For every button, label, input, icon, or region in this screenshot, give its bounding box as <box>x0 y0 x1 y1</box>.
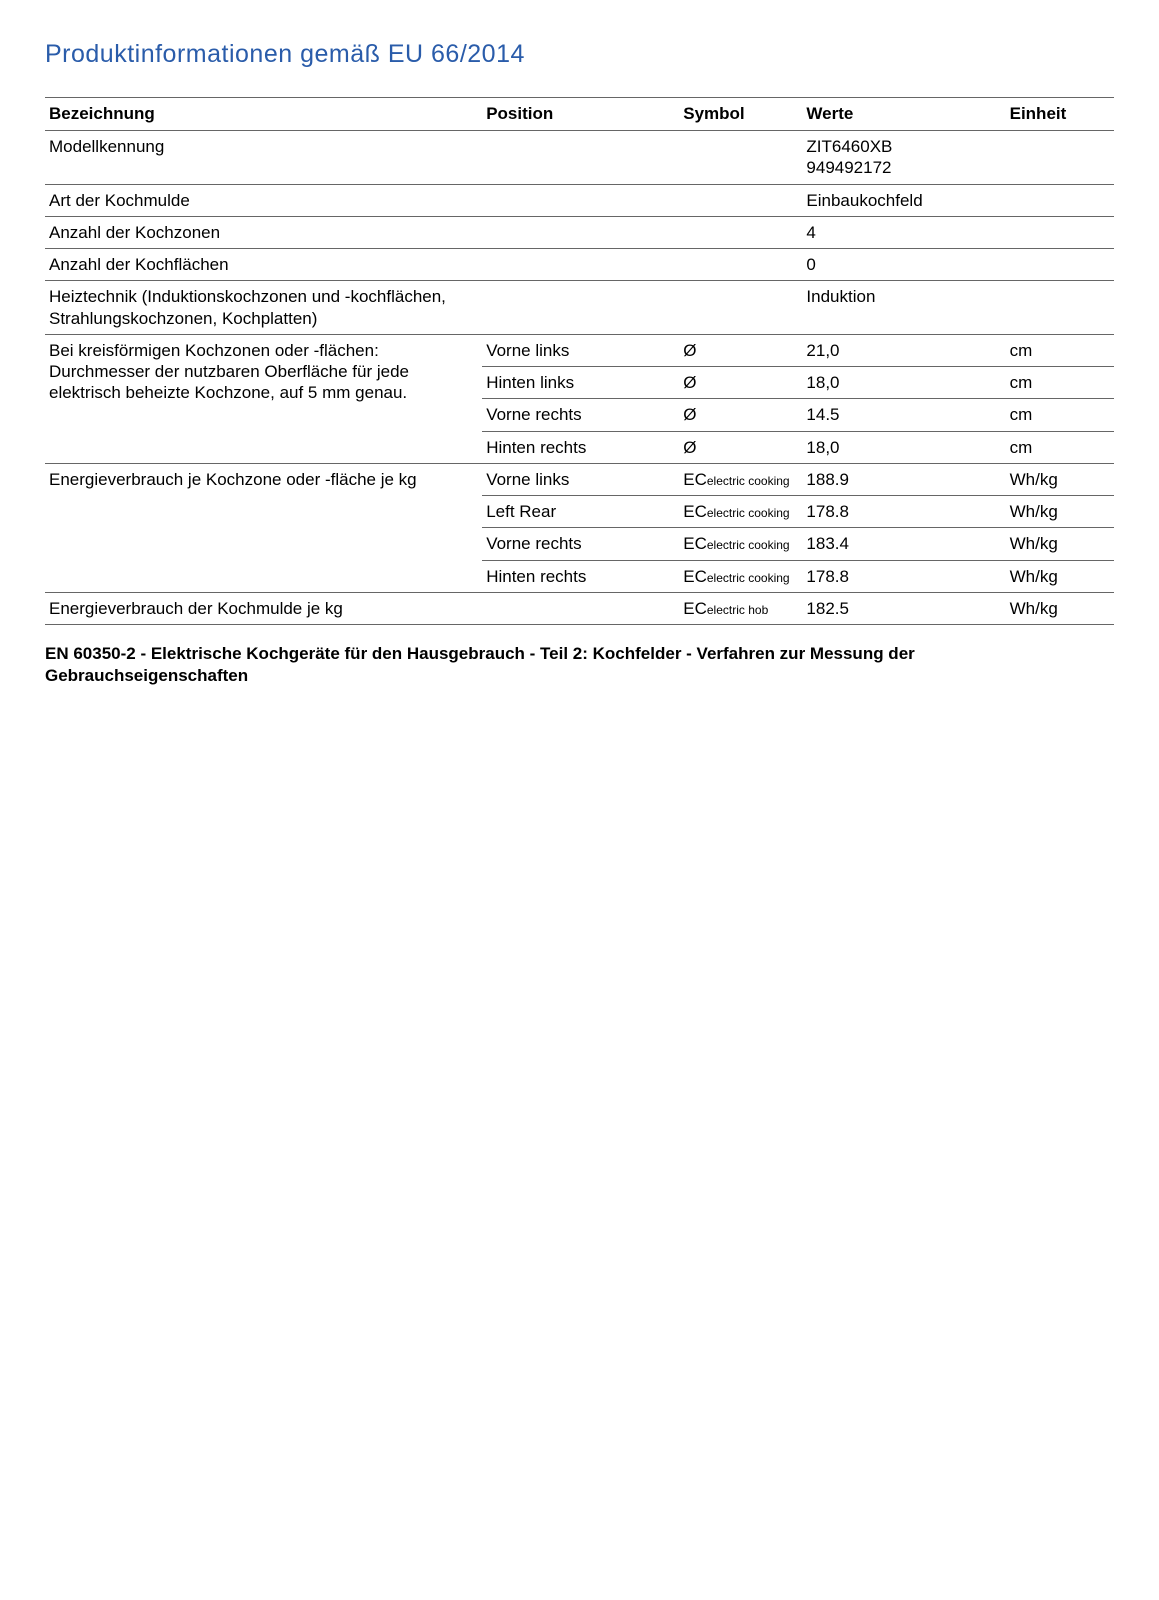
table-row: Anzahl der Kochflächen 0 <box>45 249 1114 281</box>
cell-position: Left Rear <box>482 496 679 528</box>
table-row: Anzahl der Kochzonen 4 <box>45 216 1114 248</box>
cell-werte: Induktion <box>802 281 1005 335</box>
symbol-main: EC <box>683 567 707 586</box>
cell-symbol: Ø <box>679 431 802 463</box>
cell-symbol <box>679 131 802 185</box>
cell-einheit: cm <box>1006 367 1114 399</box>
cell-position: Vorne rechts <box>482 399 679 431</box>
cell-position <box>482 249 679 281</box>
cell-symbol: Ø <box>679 334 802 366</box>
symbol-sub: electric cooking <box>707 506 790 520</box>
symbol-sub: electric cooking <box>707 538 790 552</box>
cell-bezeichnung: Modellkennung <box>45 131 482 185</box>
cell-symbol: ECelectric cooking <box>679 528 802 560</box>
cell-werte: 178.8 <box>802 496 1005 528</box>
cell-position: Vorne links <box>482 334 679 366</box>
cell-einheit <box>1006 216 1114 248</box>
cell-bezeichnung: Anzahl der Kochflächen <box>45 249 482 281</box>
cell-einheit <box>1006 281 1114 335</box>
cell-position <box>482 281 679 335</box>
table-row: Modellkennung ZIT6460XB 949492172 <box>45 131 1114 185</box>
cell-werte: 188.9 <box>802 463 1005 495</box>
cell-werte: Einbaukochfeld <box>802 184 1005 216</box>
cell-einheit: Wh/kg <box>1006 592 1114 624</box>
table-row: Energieverbrauch der Kochmulde je kg ECe… <box>45 592 1114 624</box>
cell-symbol <box>679 216 802 248</box>
cell-einheit: Wh/kg <box>1006 528 1114 560</box>
cell-einheit: Wh/kg <box>1006 560 1114 592</box>
spec-table: Bezeichnung Position Symbol Werte Einhei… <box>45 97 1114 625</box>
cell-werte: 18,0 <box>802 367 1005 399</box>
cell-symbol <box>679 281 802 335</box>
header-bezeichnung: Bezeichnung <box>45 98 482 131</box>
symbol-sub: electric cooking <box>707 571 790 585</box>
cell-werte: 182.5 <box>802 592 1005 624</box>
symbol-main: EC <box>683 470 707 489</box>
cell-werte: 4 <box>802 216 1005 248</box>
cell-einheit: Wh/kg <box>1006 463 1114 495</box>
cell-einheit: cm <box>1006 399 1114 431</box>
cell-position: Vorne rechts <box>482 528 679 560</box>
cell-werte: ZIT6460XB 949492172 <box>802 131 1005 185</box>
cell-symbol: ECelectric cooking <box>679 463 802 495</box>
symbol-sub: electric cooking <box>707 474 790 488</box>
cell-bezeichnung: Anzahl der Kochzonen <box>45 216 482 248</box>
cell-position: Vorne links <box>482 463 679 495</box>
value-line: ZIT6460XB <box>806 137 892 156</box>
cell-werte: 14.5 <box>802 399 1005 431</box>
cell-einheit <box>1006 249 1114 281</box>
cell-einheit: cm <box>1006 334 1114 366</box>
cell-einheit: cm <box>1006 431 1114 463</box>
cell-werte: 18,0 <box>802 431 1005 463</box>
cell-position: Hinten rechts <box>482 431 679 463</box>
cell-symbol <box>679 184 802 216</box>
cell-einheit <box>1006 184 1114 216</box>
cell-position <box>482 216 679 248</box>
cell-bezeichnung: Energieverbrauch der Kochmulde je kg <box>45 592 482 624</box>
table-row: Art der Kochmulde Einbaukochfeld <box>45 184 1114 216</box>
cell-bezeichnung: Heiztechnik (Induktionskochzonen und -ko… <box>45 281 482 335</box>
cell-symbol <box>679 249 802 281</box>
cell-bezeichnung: Art der Kochmulde <box>45 184 482 216</box>
header-position: Position <box>482 98 679 131</box>
page-title: Produktinformationen gemäß EU 66/2014 <box>45 40 1114 69</box>
cell-bezeichnung: Energieverbrauch je Kochzone oder -fläch… <box>45 463 482 592</box>
header-werte: Werte <box>802 98 1005 131</box>
cell-einheit: Wh/kg <box>1006 496 1114 528</box>
cell-werte: 21,0 <box>802 334 1005 366</box>
value-line: 949492172 <box>806 158 891 177</box>
cell-werte: 183.4 <box>802 528 1005 560</box>
cell-werte: 0 <box>802 249 1005 281</box>
table-row: Heiztechnik (Induktionskochzonen und -ko… <box>45 281 1114 335</box>
symbol-sub: electric hob <box>707 603 768 617</box>
cell-werte: 178.8 <box>802 560 1005 592</box>
cell-symbol: Ø <box>679 399 802 431</box>
symbol-main: EC <box>683 534 707 553</box>
table-row: Bei kreisförmigen Kochzonen oder -fläche… <box>45 334 1114 366</box>
cell-position <box>482 131 679 185</box>
cell-symbol: Ø <box>679 367 802 399</box>
header-einheit: Einheit <box>1006 98 1114 131</box>
cell-symbol: ECelectric cooking <box>679 560 802 592</box>
header-symbol: Symbol <box>679 98 802 131</box>
table-header-row: Bezeichnung Position Symbol Werte Einhei… <box>45 98 1114 131</box>
cell-position: Hinten links <box>482 367 679 399</box>
cell-position: Hinten rechts <box>482 560 679 592</box>
cell-position <box>482 592 679 624</box>
cell-einheit <box>1006 131 1114 185</box>
cell-symbol: ECelectric cooking <box>679 496 802 528</box>
symbol-main: EC <box>683 599 707 618</box>
symbol-main: EC <box>683 502 707 521</box>
cell-symbol: ECelectric hob <box>679 592 802 624</box>
cell-bezeichnung: Bei kreisförmigen Kochzonen oder -fläche… <box>45 334 482 463</box>
footnote: EN 60350-2 - Elektrische Kochgeräte für … <box>45 643 1114 687</box>
cell-position <box>482 184 679 216</box>
table-row: Energieverbrauch je Kochzone oder -fläch… <box>45 463 1114 495</box>
